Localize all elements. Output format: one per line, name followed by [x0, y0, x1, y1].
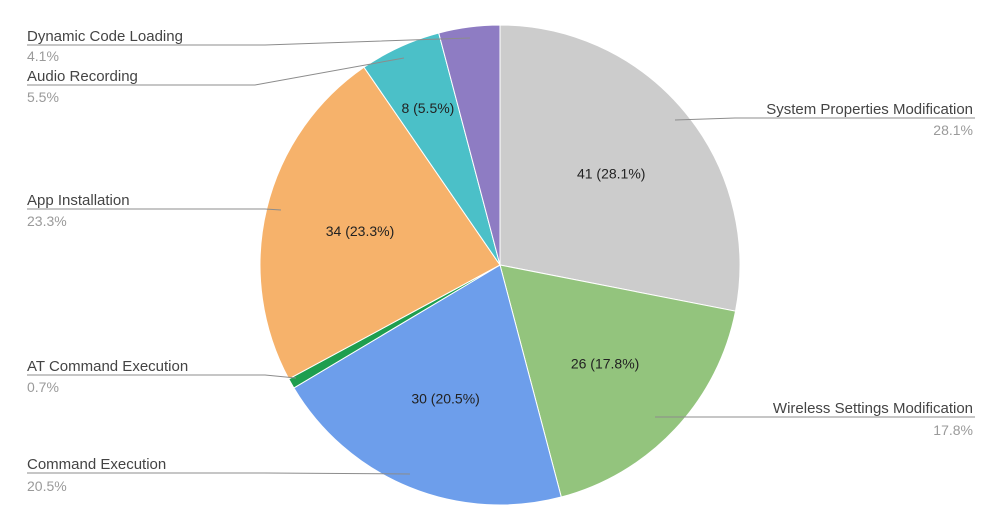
pie-slice-dynamic-code-loading[interactable] [438, 24, 501, 266]
callout-percent-wireless-settings-modification: 17.8% [933, 422, 973, 438]
callout-name-system-properties-modification: System Properties Modification [766, 101, 973, 118]
callout-percent-audio-recording: 5.5% [27, 89, 59, 105]
leader-line-app-installation [27, 208, 282, 211]
leader-line-dynamic-code-loading [27, 37, 471, 46]
pie-slice-wireless-settings-modification[interactable] [499, 264, 737, 498]
callout-percent-at-command-execution: 0.7% [27, 379, 59, 395]
callout-name-wireless-settings-modification: Wireless Settings Modification [773, 400, 973, 417]
data-label-app-installation: 34 (23.3%) [326, 223, 394, 239]
slices [259, 24, 741, 506]
data-label-audio-recording: 8 (5.5%) [401, 100, 454, 116]
callout-percent-dynamic-code-loading: 4.1% [27, 48, 59, 64]
pie-slice-system-properties-modification[interactable] [499, 24, 741, 312]
data-label-wireless-settings-modification: 26 (17.8%) [571, 356, 639, 372]
callout-name-app-installation: App Installation [27, 192, 130, 209]
leader-line-system-properties-modification [674, 117, 975, 121]
callout-name-at-command-execution: AT Command Execution [27, 358, 188, 375]
callout-name-command-execution: Command Execution [27, 456, 166, 473]
callout-percent-command-execution: 20.5% [27, 478, 67, 494]
data-labels: 41 (28.1%) 26 (17.8%) 30 (20.5%) 34 (23.3%)… [326, 100, 646, 406]
leader-line-command-execution [27, 472, 411, 475]
callout-labels: System Properties Modification 28.1% Wirel… [27, 28, 975, 494]
callout-name-audio-recording: Audio Recording [27, 68, 138, 85]
callout-name-dynamic-code-loading: Dynamic Code Loading [27, 28, 183, 45]
leader-line-audio-recording [27, 57, 405, 86]
data-label-command-execution: 30 (20.5%) [411, 390, 479, 406]
callout-percent-app-installation: 23.3% [27, 213, 67, 229]
pie-slice-command-execution[interactable] [293, 264, 562, 506]
callout-percent-system-properties-modification: 28.1% [933, 122, 973, 138]
data-label-system-properties-modification: 41 (28.1%) [577, 166, 645, 182]
leader-line-at-command-execution [27, 374, 297, 379]
